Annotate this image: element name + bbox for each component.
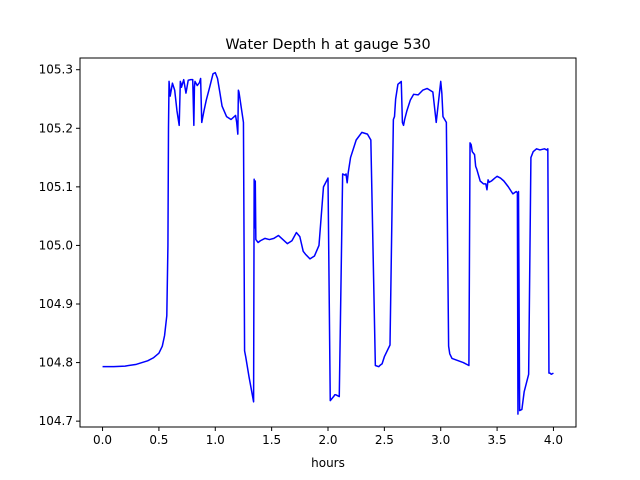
x-axis-label: hours: [311, 456, 345, 470]
x-tick-label: 4.0: [544, 433, 563, 447]
y-tick-label: 104.8: [39, 356, 73, 370]
y-tick-label: 105.0: [39, 238, 73, 252]
x-tick-label: 2.5: [375, 433, 394, 447]
y-tick-label: 105.1: [39, 180, 73, 194]
x-tick-label: 2.0: [318, 433, 337, 447]
x-tick-label: 1.0: [206, 433, 225, 447]
x-tick-label: 1.5: [262, 433, 281, 447]
y-tick-label: 104.7: [39, 414, 73, 428]
y-axis: 104.7 104.8 104.9 105.0 105.1 105.2 105.3: [39, 63, 80, 428]
x-tick-label: 0.5: [149, 433, 168, 447]
y-tick-label: 105.2: [39, 121, 73, 135]
x-tick-label: 3.5: [488, 433, 507, 447]
series-line-0: [102, 71, 554, 415]
y-tick-label: 104.9: [39, 297, 73, 311]
x-tick-label: 3.0: [431, 433, 450, 447]
y-tick-label: 105.3: [39, 63, 73, 77]
x-tick-label: 0.0: [93, 433, 112, 447]
chart-title: Water Depth h at gauge 530: [225, 37, 430, 53]
x-axis: 0.0 0.5 1.0 1.5 2.0 2.5 3.0 3.5 4.0: [93, 427, 563, 447]
